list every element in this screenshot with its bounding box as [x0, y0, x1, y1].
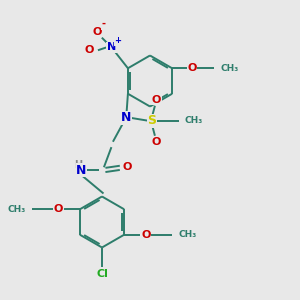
Text: O: O	[122, 162, 132, 172]
Text: O: O	[152, 137, 161, 147]
Text: N: N	[107, 42, 116, 52]
Text: H: H	[74, 160, 83, 170]
Text: S: S	[147, 114, 156, 127]
Text: -: -	[101, 19, 105, 29]
Text: O: O	[188, 63, 197, 73]
Text: CH₃: CH₃	[220, 64, 238, 73]
Text: O: O	[141, 230, 151, 240]
Text: O: O	[93, 27, 102, 37]
Text: CH₃: CH₃	[185, 116, 203, 125]
Text: Cl: Cl	[96, 269, 108, 279]
Text: N: N	[76, 164, 87, 177]
Text: CH₃: CH₃	[8, 205, 26, 214]
Text: O: O	[53, 204, 63, 214]
Text: O: O	[152, 95, 161, 105]
Text: CH₃: CH₃	[178, 230, 196, 239]
Text: +: +	[115, 36, 122, 45]
Text: N: N	[121, 111, 132, 124]
Text: O: O	[84, 45, 94, 55]
